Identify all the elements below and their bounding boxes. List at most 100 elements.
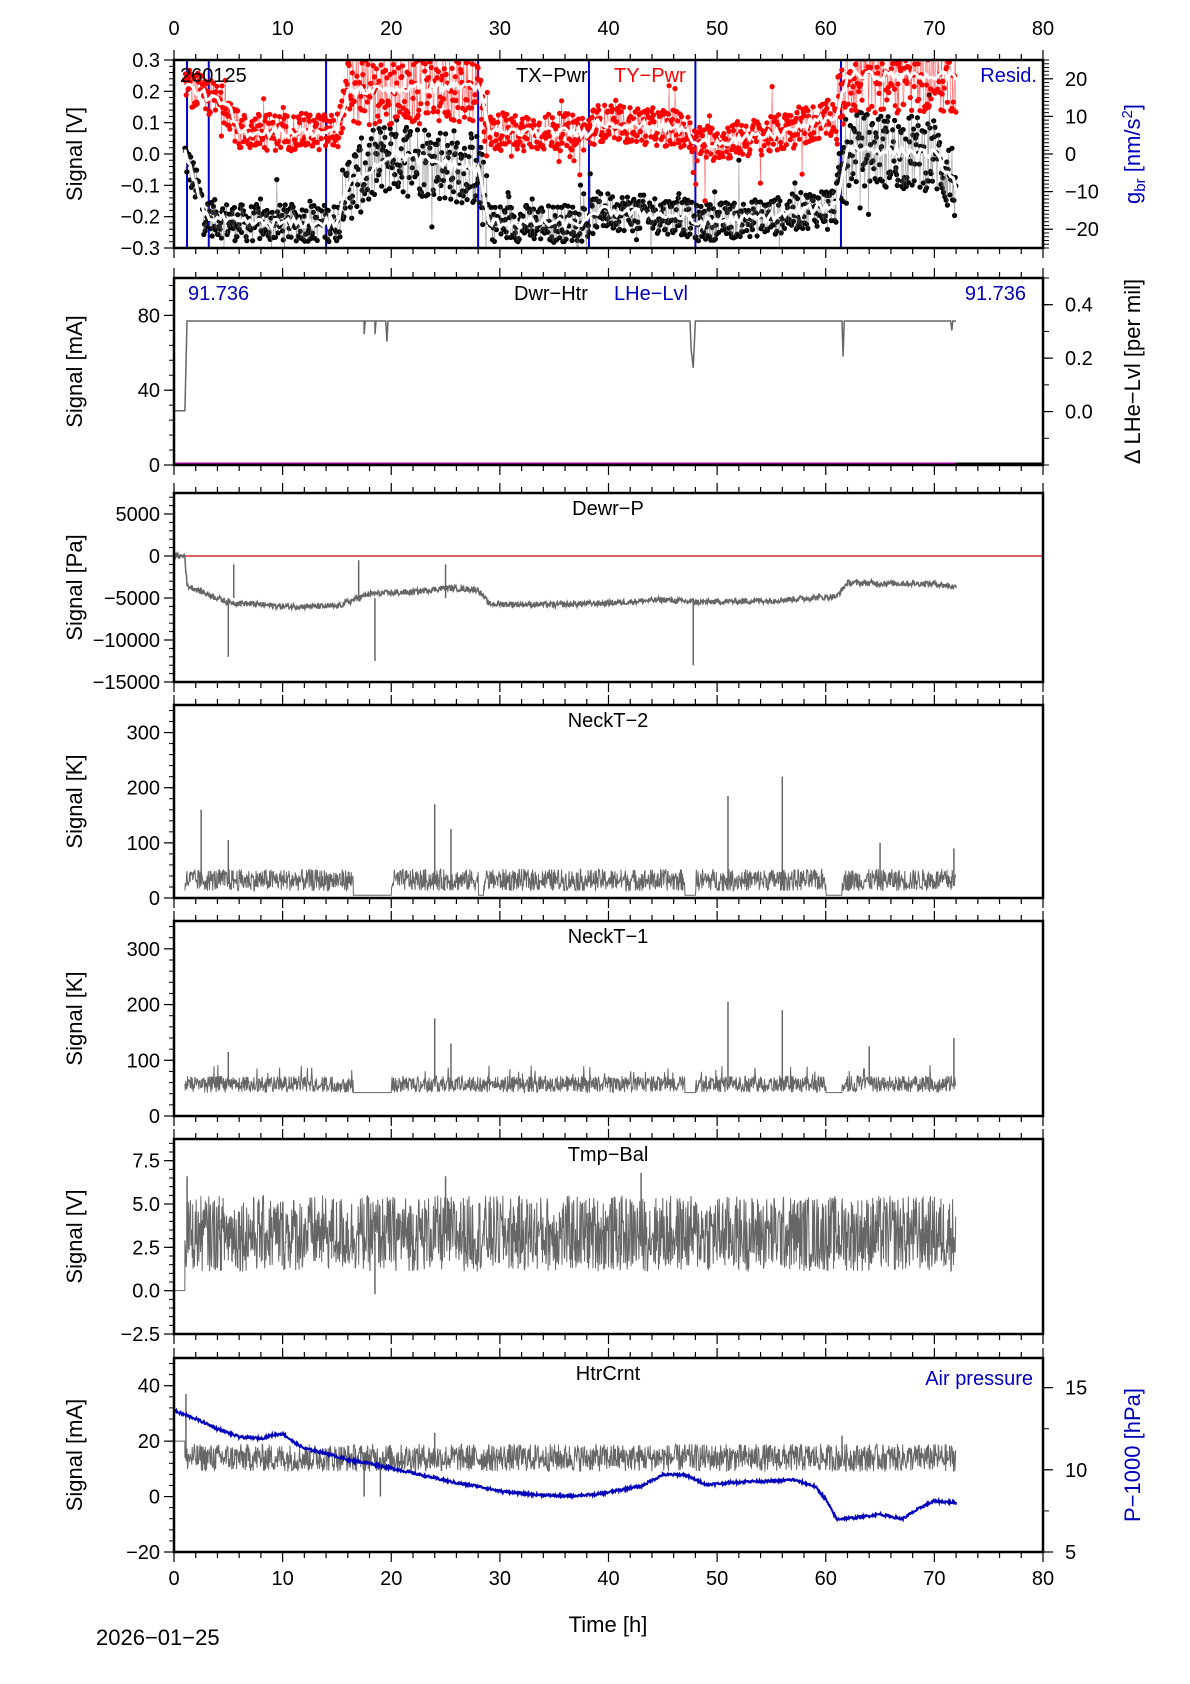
right-y-tick-label: −10 [1065, 182, 1099, 204]
axes-frame [172, 491, 1045, 684]
y-axis-label: Signal [V] [62, 107, 87, 201]
x-tick-label-bottom: 40 [597, 1568, 619, 1590]
data-point [381, 52, 386, 57]
panel-htrcrnt: 40 20 0 −20 Signal [mA] 15 10 5 P−1000 [hPa] HtrC… [62, 1348, 1145, 1564]
y-tick-label: 100 [127, 1050, 160, 1072]
panel-title: Tmp−Bal [568, 1144, 649, 1166]
data-point [910, 39, 915, 44]
plot-area [182, 37, 959, 267]
series-tmp-bal [174, 1195, 957, 1292]
data-point [923, 43, 928, 48]
y-tick-label: 5.0 [132, 1194, 160, 1216]
data-point [844, 40, 849, 45]
series-neckt-2 [184, 867, 957, 896]
data-point [461, 50, 466, 55]
data-point [934, 41, 939, 46]
data-point [880, 47, 885, 52]
plot-area [174, 1394, 958, 1523]
data-point [953, 48, 958, 53]
data-point [921, 45, 926, 50]
panel-title: Dewr−P [572, 498, 644, 520]
y-tick-label: 0.2 [132, 81, 160, 103]
data-point [859, 46, 864, 51]
x-tick-label-bottom: 30 [489, 1568, 511, 1590]
legend-ty-pwr: TY−Pwr [614, 65, 686, 87]
data-point [412, 48, 417, 53]
y-tick-label: 300 [127, 939, 160, 961]
y-axis-label: Signal [mA] [62, 315, 87, 428]
data-point [455, 53, 460, 58]
panel-dwr-htr: 80 40 0 Signal [mA] 0.4 0.2 0.0 Δ LHe−Lvl [per … [62, 268, 1145, 477]
data-point [936, 51, 941, 56]
panel-dewr-p: 5000 0 −5000 −10000 −15000 Signal [Pa] Dewr−P [62, 483, 1045, 694]
series-htrcrnt [174, 1440, 957, 1473]
right-y-tick-label: 0.2 [1065, 348, 1093, 370]
x-tick-label-bottom: 80 [1032, 1568, 1054, 1590]
y-tick-label: 40 [138, 1376, 160, 1398]
data-point [942, 53, 947, 58]
y-tick-label: 200 [127, 995, 160, 1017]
y-tick-label: 200 [127, 778, 160, 800]
plot-area [174, 320, 1043, 465]
data-point [867, 49, 872, 54]
y-tick-label: 7.5 [132, 1151, 160, 1173]
x-tick-label-top: 60 [815, 18, 837, 40]
data-point [900, 37, 905, 42]
y-tick-label: −2.5 [121, 1324, 160, 1346]
data-point [269, 255, 274, 260]
plot-area [174, 1172, 957, 1295]
data-point [406, 50, 411, 55]
data-point [863, 53, 868, 58]
data-point [887, 39, 892, 44]
data-point [419, 48, 424, 53]
y-tick-label: 0 [149, 888, 160, 910]
data-point [457, 46, 462, 51]
data-point [946, 43, 951, 48]
panel-title: HtrCrnt [576, 1363, 641, 1385]
right-y-tick-label: 10 [1065, 106, 1087, 128]
y-axis-label: Signal [V] [62, 1189, 87, 1283]
y-tick-label: −0.3 [121, 238, 160, 260]
label-part: ] [1120, 104, 1145, 110]
right-y-axis-label: P−1000 [hPa] [1120, 1388, 1145, 1522]
x-tick-label-top: 50 [706, 18, 728, 40]
right-y-tick-label: 5 [1065, 1542, 1076, 1564]
panel-title-2: LHe−Lvl [614, 283, 688, 305]
y-tick-label: 80 [138, 305, 160, 327]
x-tick-label-bottom: 60 [815, 1568, 837, 1590]
y-tick-label: −15000 [93, 672, 160, 694]
data-point [420, 49, 425, 54]
data-point [429, 47, 434, 52]
right-panel-title: Air pressure [925, 1368, 1033, 1390]
data-point [483, 262, 488, 267]
right-y-axis-label: Δ LHe−Lvl [per mil] [1120, 279, 1145, 464]
x-tick-label-bottom: 20 [380, 1568, 402, 1590]
label-part: g [1120, 192, 1145, 204]
data-point [433, 48, 438, 53]
x-tick-label-top: 30 [489, 18, 511, 40]
left-value-label: 91.736 [188, 283, 249, 305]
x-axis-label: Time [h] [569, 1612, 648, 1637]
legend-tx-pwr: TX−Pwr [516, 65, 588, 87]
y-tick-label: 5000 [116, 504, 161, 526]
plot-area [184, 1001, 957, 1094]
data-point [844, 40, 849, 45]
axes-frame [172, 703, 1045, 900]
plot-area [174, 550, 1043, 666]
y-tick-label: −5000 [104, 588, 160, 610]
label-part: [nm/s [1120, 118, 1145, 178]
axes-frame [172, 276, 1045, 467]
x-tick-label-top: 0 [168, 18, 179, 40]
y-tick-label: −0.1 [121, 175, 160, 197]
data-point [947, 54, 952, 59]
right-y-tick-label: 0.0 [1065, 402, 1093, 424]
data-point [398, 51, 403, 56]
x-tick-label-top: 40 [597, 18, 619, 40]
panel-title: NeckT−2 [568, 710, 649, 732]
x-tick-label-bottom: 10 [272, 1568, 294, 1590]
data-point [910, 40, 915, 45]
y-axis-label: Signal [K] [62, 754, 87, 848]
label-superscript: 2 [1119, 110, 1136, 118]
